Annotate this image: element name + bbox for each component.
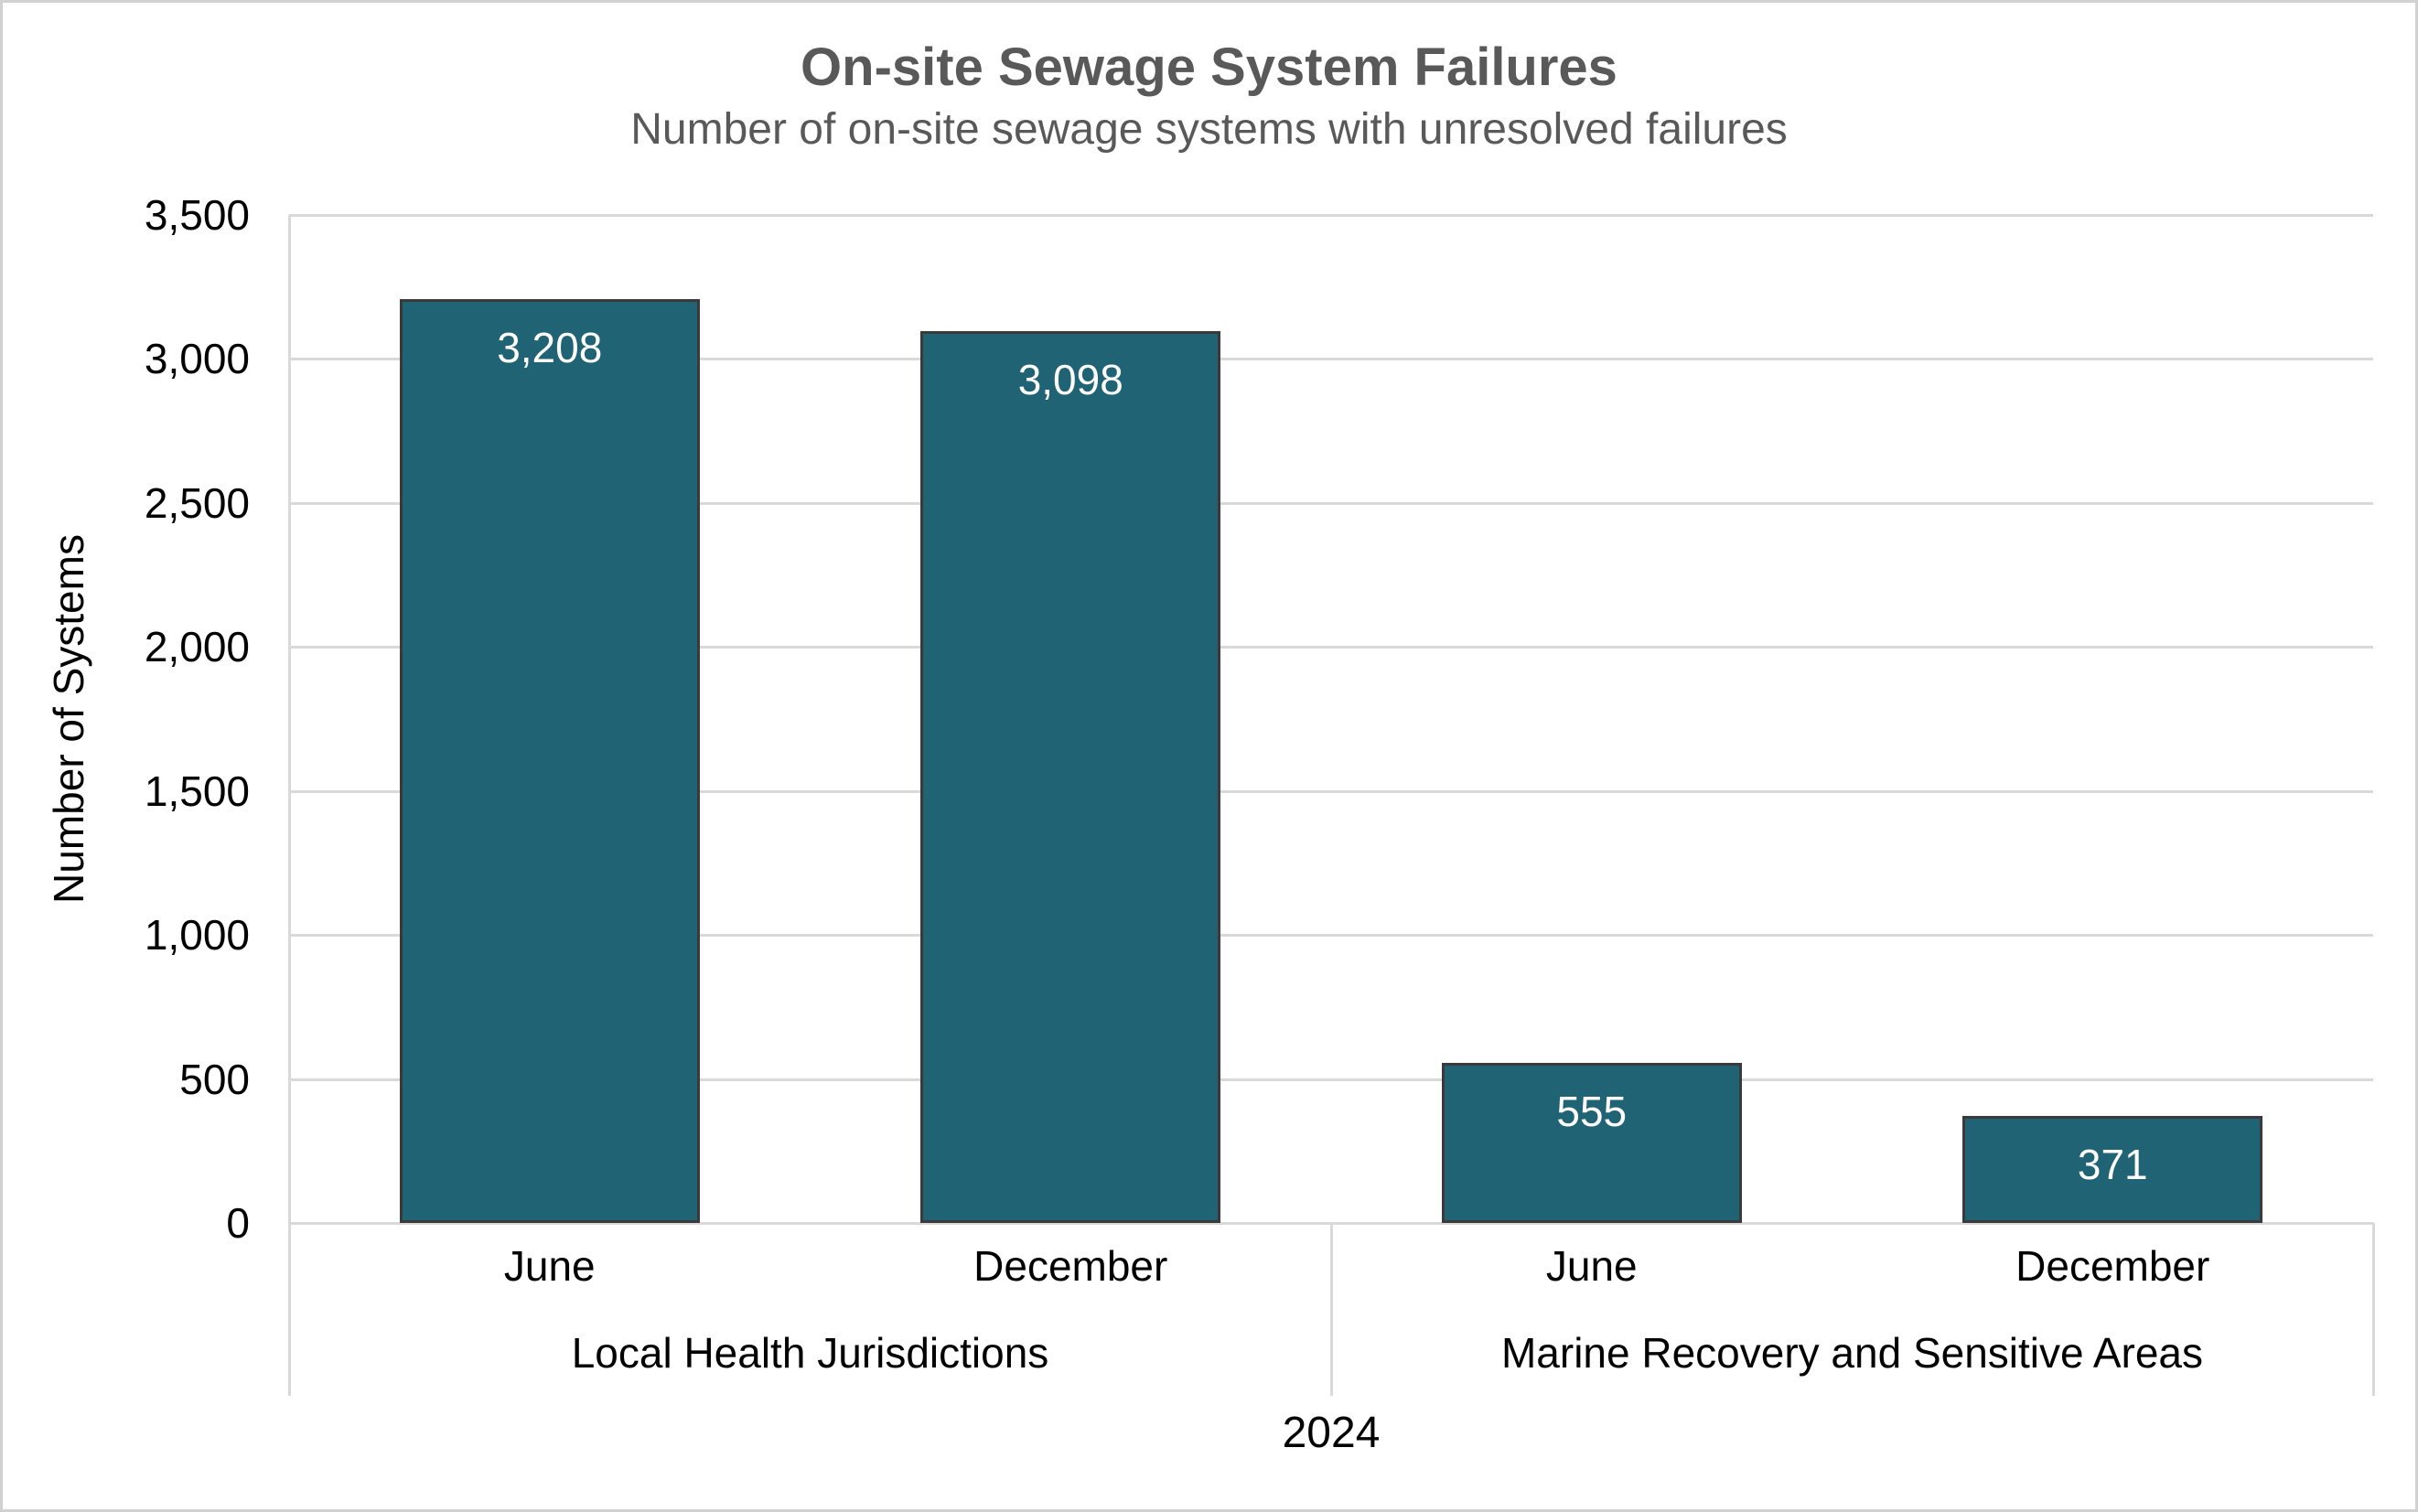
category-separator <box>1330 1223 1333 1396</box>
y-tick-label: 2,000 <box>144 623 250 671</box>
gridline <box>289 501 2373 505</box>
x-axis-title: 2024 <box>1282 1409 1381 1457</box>
gridline <box>289 358 2373 361</box>
y-tick-label: 1,500 <box>144 767 250 815</box>
gridline <box>289 646 2373 649</box>
y-tick-label: 2,500 <box>144 478 250 527</box>
gridline <box>289 1078 2373 1081</box>
category-group-label: Marine Recovery and Sensitive Areas <box>1500 1328 2204 1377</box>
bar-december-2 <box>1962 1116 2263 1223</box>
category-separator <box>288 1223 291 1396</box>
y-axis-title: Number of Systems <box>45 534 92 904</box>
bar-value-label: 555 <box>1556 1088 1628 1136</box>
x-tick-label: December <box>973 1242 1168 1290</box>
x-tick-label: December <box>2015 1242 2210 1290</box>
x-tick-label: June <box>1545 1242 1638 1290</box>
bar-value-label: 371 <box>2077 1141 2148 1189</box>
y-tick-label: 3,500 <box>144 191 250 239</box>
plot-left-border <box>288 215 291 1223</box>
bar-value-label: 3,208 <box>497 323 603 371</box>
x-tick-label: June <box>503 1242 596 1290</box>
category-separator <box>2372 1223 2375 1396</box>
bar-december-1 <box>920 330 1221 1223</box>
gridline <box>289 934 2373 938</box>
chart-subtitle: Number of on-site sewage systems with un… <box>630 105 1788 154</box>
y-tick-label: 500 <box>179 1055 250 1103</box>
bar-value-label: 3,098 <box>1017 355 1123 403</box>
y-tick-label: 3,000 <box>144 335 250 383</box>
y-tick-label: 1,000 <box>144 911 250 960</box>
chart-title: On-site Sewage System Failures <box>801 38 1617 97</box>
bar-june-1 <box>399 298 700 1223</box>
gridline <box>289 789 2373 793</box>
bar-june-2 <box>1441 1063 1742 1223</box>
category-group-label: Local Health Jurisdictions <box>571 1328 1049 1377</box>
gridline <box>289 214 2373 217</box>
y-tick-label: 0 <box>226 1199 250 1247</box>
